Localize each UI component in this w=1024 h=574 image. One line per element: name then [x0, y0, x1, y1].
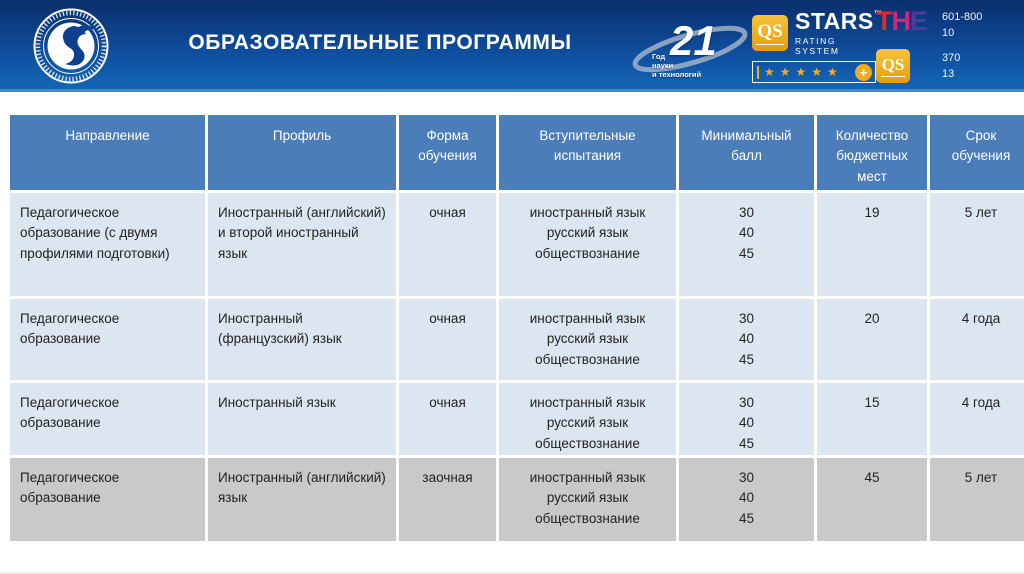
page-title: ОБРАЗОВАТЕЛЬНЫЕ ПРОГРАММЫ — [188, 31, 572, 54]
plus-icon: + — [855, 63, 872, 81]
cell-exams: иностранный язык русский язык обществозн… — [499, 458, 676, 541]
cell-exams: иностранный язык русский язык обществозн… — [499, 383, 676, 455]
cell-direction: Педагогическое образование — [10, 299, 205, 380]
cell-budget-places: 19 — [817, 193, 927, 296]
star-icons: ★★★★★ — [764, 65, 843, 79]
cell-duration: 5 лет — [930, 458, 1024, 541]
the-logo-icon: THE — [876, 8, 938, 35]
cell-exams: иностранный язык русский язык обществозн… — [499, 299, 676, 380]
slide-banner: ОБРАЗОВАТЕЛЬНЫЕ ПРОГРАММЫ 21 Год науки и… — [0, 0, 1024, 92]
rating-system-label: RATING SYSTEM — [795, 36, 840, 56]
cell-form: очная — [399, 383, 496, 455]
cell-budget-places: 20 — [817, 299, 927, 380]
cell-profile: Иностранный (французский) язык — [208, 299, 396, 380]
cell-min-scores: 30 40 45 — [679, 383, 814, 455]
qs-rank-value: 370 13 — [942, 51, 961, 80]
trademark-symbol: ™ — [873, 9, 883, 18]
qs-stars-wordmark: STARS™ RATING SYSTEM — [795, 8, 883, 57]
bottom-divider — [0, 572, 1024, 574]
qs-logo-icon: QS — [752, 15, 788, 51]
stars-word: STARS — [795, 8, 874, 34]
cell-duration: 4 года — [930, 383, 1024, 455]
column-header-exams: Вступительные испытания — [499, 115, 676, 190]
cell-form: очная — [399, 299, 496, 380]
the-letter-h: H — [891, 6, 911, 36]
column-header-profile: Профиль — [208, 115, 396, 190]
column-header-min-score: Минимальный балл — [679, 115, 814, 190]
column-header-form: Форма обучения — [399, 115, 496, 190]
qs-stars-top-row: QS STARS™ RATING SYSTEM — [752, 10, 882, 56]
cell-direction: Педагогическое образование — [10, 458, 205, 541]
column-header-direction: Направление — [10, 115, 205, 190]
cell-duration: 4 года — [930, 299, 1024, 380]
cell-exams: иностранный язык русский язык обществозн… — [499, 193, 676, 296]
university-seal-icon — [33, 8, 109, 84]
cell-budget-places: 45 — [817, 458, 927, 541]
cell-min-scores: 30 40 45 — [679, 193, 814, 296]
column-header-duration: Срок обучения — [930, 115, 1024, 190]
qs-logo-letters: QS — [756, 21, 784, 45]
qs-rank-letters: QS — [880, 55, 906, 77]
qs-stars-badge: QS STARS™ RATING SYSTEM ★★★★★ + — [752, 10, 882, 83]
qs-five-stars-bar: ★★★★★ + — [752, 61, 876, 83]
rankings-block: THE 601-800 10 QS 370 13 — [876, 8, 982, 83]
orbit-swoosh-icon — [632, 25, 748, 73]
cell-profile: Иностранный язык — [208, 383, 396, 455]
the-rank-value: 601-800 10 — [942, 11, 983, 39]
cell-form: заочная — [399, 458, 496, 541]
logo21-number: 21 — [670, 17, 717, 64]
cell-min-scores: 30 40 45 — [679, 458, 814, 541]
cell-min-scores: 30 40 45 — [679, 299, 814, 380]
cell-direction: Педагогическое образование (с двумя проф… — [10, 193, 205, 296]
cell-profile: Иностранный (английский) и второй иностр… — [208, 193, 396, 296]
the-letter-t: T — [876, 6, 892, 36]
cell-direction: Педагогическое образование — [10, 383, 205, 455]
cell-budget-places: 15 — [817, 383, 927, 455]
cell-profile: Иностранный (английский) язык — [208, 458, 396, 541]
qs-rank-logo-icon: QS — [876, 48, 910, 83]
gold-accent-bar — [757, 65, 759, 79]
cell-form: очная — [399, 193, 496, 296]
logo21-caption: Год науки и технологий — [652, 52, 702, 79]
the-letter-e: E — [910, 6, 928, 36]
cell-duration: 5 лет — [930, 193, 1024, 296]
column-header-budget-places: Количество бюджетных мест — [817, 115, 927, 190]
programs-table: Направление Профиль Форма обучения Вступ… — [10, 115, 1024, 541]
year-of-science-21-logo: 21 Год науки и технологий — [628, 9, 752, 85]
